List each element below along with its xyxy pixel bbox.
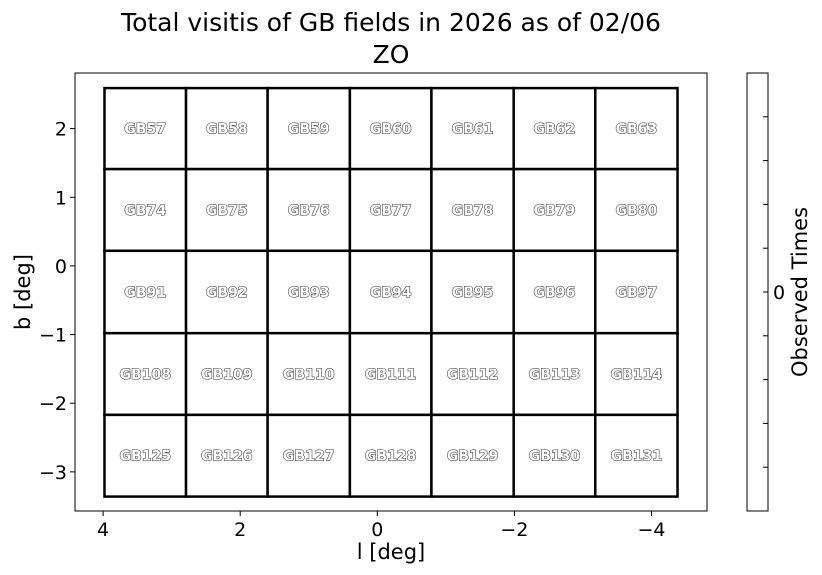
field-label: GB95 — [452, 285, 494, 301]
field-cell — [348, 86, 433, 171]
y-tick-label: −1 — [39, 325, 67, 347]
field-label: GB63 — [616, 122, 658, 138]
field-label: GB58 — [206, 122, 248, 138]
field-label: GB79 — [534, 203, 576, 219]
field-label: GB108 — [120, 367, 171, 383]
field-cell — [184, 249, 269, 335]
field-cell — [266, 413, 352, 498]
y-tick-label: 1 — [55, 187, 67, 209]
field-label: GB61 — [452, 122, 494, 138]
field-label: GB92 — [206, 285, 248, 301]
field-label: GB131 — [611, 449, 662, 465]
field-label: GB59 — [288, 122, 330, 138]
y-tick-label: 0 — [55, 256, 67, 278]
field-cell — [103, 167, 188, 253]
x-tick-label: 0 — [371, 519, 383, 541]
x-tick-label: 4 — [97, 519, 109, 541]
field-cell — [103, 413, 188, 498]
field-label: GB76 — [288, 203, 330, 219]
x-tick-label: 2 — [234, 519, 246, 541]
field-cell — [512, 249, 597, 335]
field-label: GB57 — [124, 122, 166, 138]
field-cell — [594, 167, 679, 253]
field-cell — [184, 413, 269, 498]
field-cell — [103, 249, 188, 335]
field-cell — [430, 167, 515, 253]
field-cell — [594, 413, 679, 498]
colorbar-label: Observed Times — [788, 207, 812, 377]
field-label: GB114 — [611, 367, 663, 383]
field-label: GB60 — [370, 122, 412, 138]
field-cell — [594, 86, 679, 171]
x-axis-label: l [deg] — [357, 540, 425, 564]
chart-subtitle: ZO — [373, 40, 410, 69]
field-label: GB109 — [201, 367, 252, 383]
field-label: GB97 — [616, 285, 658, 301]
field-label: GB129 — [447, 449, 498, 465]
field-label: GB93 — [288, 285, 330, 301]
field-label: GB78 — [452, 203, 494, 219]
field-label: GB113 — [529, 367, 580, 383]
field-label: GB125 — [120, 449, 171, 465]
field-cell — [512, 331, 597, 417]
field-cell — [184, 331, 269, 417]
plot-area — [74, 72, 708, 512]
field-cell — [348, 413, 433, 498]
field-label: GB126 — [201, 449, 252, 465]
field-label: GB127 — [283, 449, 334, 465]
field-label: GB62 — [534, 122, 576, 138]
field-label: GB111 — [365, 367, 416, 383]
field-label: GB75 — [206, 203, 248, 219]
y-tick-label: −3 — [39, 462, 67, 484]
field-label: GB91 — [124, 285, 166, 301]
field-cell — [266, 249, 352, 335]
field-label: GB128 — [365, 449, 416, 465]
field-cell — [348, 167, 433, 253]
colorbar-tick-label: 0 — [773, 282, 785, 304]
field-label: GB112 — [447, 367, 498, 383]
y-tick-label: −2 — [39, 393, 67, 415]
field-label: GB80 — [616, 203, 658, 219]
field-label: GB77 — [370, 203, 412, 219]
field-label: GB130 — [529, 449, 581, 465]
field-label: GB96 — [534, 285, 576, 301]
field-label: GB94 — [370, 285, 412, 301]
x-tick-label: −4 — [637, 519, 665, 541]
x-tick-label: −2 — [500, 519, 528, 541]
field-cell — [430, 331, 515, 417]
field-cell — [512, 86, 597, 171]
field-label: GB74 — [124, 203, 166, 219]
chart-title: Total visitis of GB fields in 2026 as of… — [120, 8, 661, 37]
field-cell — [184, 167, 269, 253]
y-tick-label: 2 — [55, 119, 67, 141]
y-axis-label: b [deg] — [11, 254, 35, 330]
field-label: GB110 — [283, 367, 335, 383]
field-cell — [103, 331, 188, 417]
